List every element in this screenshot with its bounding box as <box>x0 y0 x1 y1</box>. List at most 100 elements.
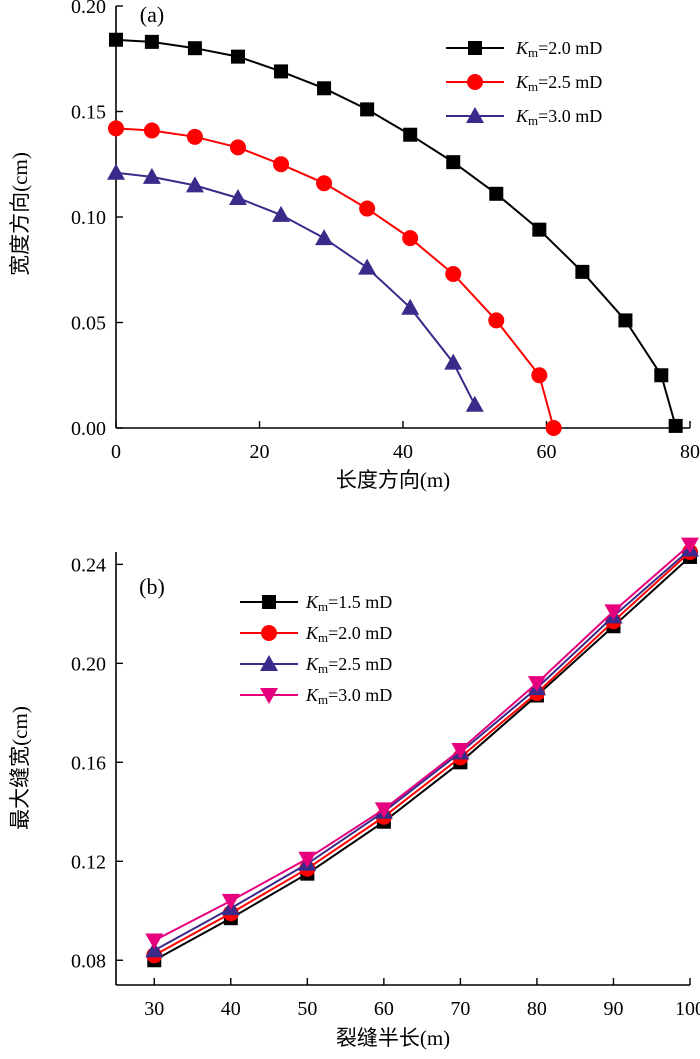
legend-label-sub: m <box>318 661 328 676</box>
legend-marker <box>260 688 278 704</box>
data-point <box>451 742 470 759</box>
data-point <box>317 81 332 96</box>
data-point <box>681 537 699 554</box>
data-point <box>185 176 204 193</box>
data-point <box>489 186 504 201</box>
y-tick-label: 0.05 <box>71 313 106 335</box>
legend-label-var: K <box>515 106 529 126</box>
y-tick-label: 0.15 <box>71 102 106 124</box>
data-point <box>465 395 484 412</box>
panel-a-chart: 0 20 40 60 80 0.00 0.05 0.10 0.15 0.20 长度方向(m) 宽度方向… <box>8 0 700 492</box>
data-point <box>446 155 461 170</box>
legend-label-var: K <box>305 685 319 705</box>
data-point <box>221 893 240 910</box>
data-point <box>187 41 202 56</box>
data-point <box>374 802 393 819</box>
legend-label: Km=2.5 mD <box>515 72 602 94</box>
legend-marker <box>467 74 483 90</box>
y-tick-label: 0.24 <box>71 554 106 576</box>
x-axis-title: 长度方向(m) <box>336 468 450 492</box>
data-point <box>144 34 159 49</box>
legend-label: Km=2.0 mD <box>515 38 602 60</box>
legend-entry: Km=2.5 mD <box>240 654 392 676</box>
data-point <box>143 122 160 139</box>
data-point <box>230 49 245 64</box>
legend-entry: Km=2.0 mD <box>446 38 602 60</box>
legend-entry: Km=2.5 mD <box>446 72 602 94</box>
data-point <box>618 313 633 328</box>
y-tick-label: 0.20 <box>71 0 106 18</box>
data-point <box>401 298 420 315</box>
x-tick-label: 70 <box>450 998 470 1020</box>
data-point <box>109 32 123 47</box>
data-point <box>545 420 562 436</box>
data-point <box>604 604 623 621</box>
legend-label-sub: m <box>528 45 538 60</box>
data-point <box>444 353 463 370</box>
legend-entry: Km=2.0 mD <box>240 623 392 645</box>
data-point <box>298 851 317 868</box>
legend-label-var: K <box>305 592 319 612</box>
data-point <box>360 102 375 117</box>
data-point <box>228 189 247 206</box>
x-tick-label: 80 <box>527 998 547 1020</box>
legend-label-rest: =2.5 mD <box>328 654 392 674</box>
legend-marker <box>468 41 482 55</box>
legend-entry: Km=3.0 mD <box>240 685 392 707</box>
data-point <box>403 127 418 142</box>
series-line <box>153 543 691 942</box>
y-tick-label: 0.10 <box>71 207 106 229</box>
data-point <box>575 264 590 279</box>
legend-label-var: K <box>305 654 319 674</box>
series-line <box>153 556 691 962</box>
legend-label-rest: =3.0 mD <box>538 106 602 126</box>
panel-label: (b) <box>139 574 165 599</box>
legend-label-var: K <box>515 38 529 58</box>
series-line <box>153 551 691 957</box>
legend-label: Km=3.0 mD <box>515 106 602 128</box>
legend-marker <box>262 595 276 609</box>
series-line <box>115 38 677 427</box>
data-point <box>316 175 333 192</box>
legend-label-sub: m <box>528 79 538 94</box>
legend-label: Km=2.5 mD <box>305 654 392 676</box>
series-1 <box>109 32 683 433</box>
legend-marker <box>466 107 484 123</box>
data-point <box>668 418 683 433</box>
y-tick-label: 0.08 <box>71 950 106 972</box>
legend-label: Km=1.5 mD <box>305 592 392 614</box>
x-tick-label: 40 <box>221 998 241 1020</box>
series-line <box>153 548 691 952</box>
data-point <box>531 367 548 384</box>
legend-label-var: K <box>305 623 319 643</box>
data-point <box>488 312 505 329</box>
x-tick-label: 50 <box>297 998 317 1020</box>
y-tick-label: 0.16 <box>71 752 106 774</box>
data-point <box>402 230 419 247</box>
data-point <box>108 120 124 137</box>
series-2 <box>108 120 562 436</box>
data-point <box>229 139 246 156</box>
legend-label-rest: =3.0 mD <box>328 685 392 705</box>
data-point <box>445 265 462 282</box>
x-tick-label: 90 <box>603 998 623 1020</box>
x-tick-label: 60 <box>374 998 394 1020</box>
series-3 <box>145 540 699 958</box>
series-4 <box>145 537 699 950</box>
x-tick-label: 20 <box>250 441 270 463</box>
y-tick-label: 0.00 <box>71 418 106 440</box>
legend-label-var: K <box>515 72 529 92</box>
data-point <box>274 64 289 79</box>
legend-marker <box>260 655 278 671</box>
data-point <box>107 163 125 180</box>
x-tick-label: 80 <box>680 441 700 463</box>
y-axis-title: 宽度方向(cm) <box>8 152 32 276</box>
x-tick-label: 30 <box>144 998 164 1020</box>
legend-label-sub: m <box>528 113 538 128</box>
data-point <box>273 156 290 173</box>
y-tick-label: 0.20 <box>71 653 106 675</box>
data-point <box>358 258 377 275</box>
data-point <box>145 933 164 950</box>
data-point <box>527 676 546 693</box>
